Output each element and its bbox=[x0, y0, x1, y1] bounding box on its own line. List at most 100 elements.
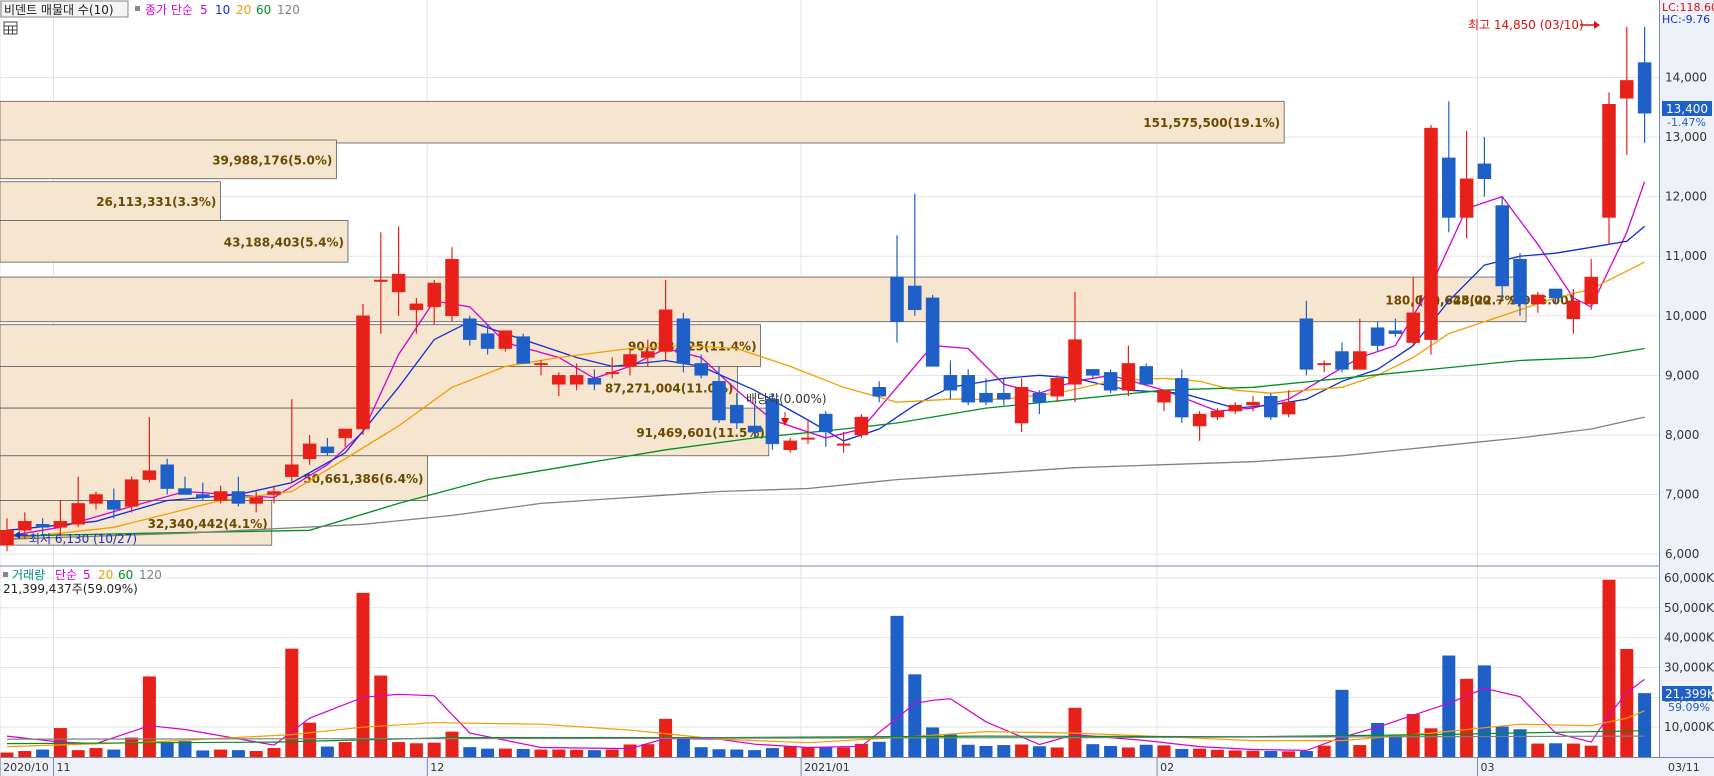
volume-profile-bar bbox=[0, 407, 770, 457]
volume-profile-bar bbox=[0, 139, 337, 180]
candle-body bbox=[801, 437, 815, 440]
candle-body bbox=[1406, 312, 1420, 343]
ma-line-20 bbox=[6, 261, 1645, 540]
volume-ma-period-5: 5 bbox=[83, 568, 91, 582]
volume-bar bbox=[694, 747, 708, 757]
volume-bar bbox=[979, 745, 993, 757]
volume-bar bbox=[107, 749, 121, 757]
volume-y-tick-label: 60,000K bbox=[1664, 571, 1714, 585]
volume-bar bbox=[605, 749, 619, 757]
volume-bar bbox=[0, 752, 14, 757]
y-tick-label: 11,000 bbox=[1665, 249, 1707, 263]
volume-bar bbox=[1157, 745, 1171, 757]
volume-profile-label: 180,021,625(22.7%) bbox=[1385, 293, 1522, 307]
ma-line-10 bbox=[6, 225, 1646, 531]
volume-bar bbox=[943, 734, 957, 757]
volume-bar bbox=[712, 749, 726, 757]
candle-body bbox=[1175, 378, 1189, 418]
volume-profile-label: 151,575,500(19.1%) bbox=[1143, 116, 1280, 130]
volume-bar bbox=[1175, 748, 1189, 757]
candles bbox=[0, 26, 1652, 552]
volume-bar bbox=[1068, 707, 1082, 757]
candle-body bbox=[712, 381, 726, 421]
volume-bar bbox=[854, 743, 868, 757]
volume-bar bbox=[1086, 744, 1100, 757]
volume-average-lines bbox=[6, 678, 1645, 752]
candle-body bbox=[908, 285, 922, 311]
volume-badge bbox=[1662, 686, 1712, 701]
candle-body bbox=[819, 413, 833, 433]
volume-bar bbox=[1299, 751, 1313, 757]
candle-body bbox=[1442, 157, 1456, 218]
candle-body bbox=[943, 375, 958, 391]
volume-bar bbox=[1193, 748, 1207, 757]
candle-body bbox=[747, 425, 762, 433]
volume-bar bbox=[783, 746, 797, 757]
candle-body bbox=[836, 443, 851, 446]
volume-bar bbox=[356, 592, 370, 757]
low-annotation: 최저 6,130 (10/27) bbox=[29, 532, 137, 546]
candle-body bbox=[160, 464, 174, 489]
candle-body bbox=[249, 497, 263, 504]
candle-body bbox=[18, 521, 32, 531]
volume-bar bbox=[303, 722, 317, 757]
y-tick-label: 10,000 bbox=[1665, 309, 1707, 323]
volume-bar bbox=[534, 749, 548, 757]
candle-body bbox=[1157, 389, 1171, 403]
candle-body bbox=[1317, 363, 1331, 366]
candle-body bbox=[1103, 372, 1118, 391]
volume-bar bbox=[89, 748, 103, 757]
candle-body bbox=[320, 446, 335, 454]
candle-body bbox=[1637, 62, 1652, 114]
volume-bar bbox=[819, 747, 833, 757]
volume-bar bbox=[516, 748, 530, 757]
indicator-button-label: 비덴트 매물대 수(10) bbox=[4, 3, 114, 17]
volume-avg-line-60 bbox=[6, 730, 1645, 745]
volume-bar bbox=[1335, 689, 1349, 757]
candle-body bbox=[480, 333, 495, 349]
candle-body bbox=[285, 464, 299, 477]
volume-avg-line-20 bbox=[6, 710, 1645, 748]
volume-bar bbox=[18, 751, 32, 757]
candle-body bbox=[1620, 80, 1634, 99]
candle-body bbox=[1086, 369, 1100, 376]
indicator-button[interactable] bbox=[0, 0, 129, 18]
volume-bar bbox=[801, 747, 815, 757]
volume-bar bbox=[214, 749, 228, 757]
volume-bar bbox=[1121, 747, 1135, 757]
volume-bar bbox=[409, 743, 423, 757]
volume-bar bbox=[445, 731, 459, 757]
volume-bar bbox=[1246, 750, 1260, 757]
candle-body bbox=[409, 303, 424, 311]
candle-body bbox=[1335, 351, 1349, 370]
candle-body bbox=[890, 276, 904, 322]
volume-bar bbox=[1442, 655, 1456, 757]
candle-body bbox=[463, 318, 477, 340]
table-icon[interactable] bbox=[3, 21, 18, 35]
candle-body bbox=[730, 404, 744, 424]
volume-profile-bar bbox=[0, 220, 349, 263]
ma-legend-marker bbox=[135, 6, 140, 11]
volume-bar bbox=[267, 748, 281, 757]
candle-body bbox=[302, 443, 317, 460]
volume-y-tick-label: 50,000K bbox=[1664, 601, 1714, 615]
volume-bar bbox=[1531, 743, 1545, 757]
volume-y-tick-label: 40,000K bbox=[1664, 631, 1714, 645]
volume-y-tick-label: 30,000K bbox=[1664, 660, 1714, 674]
candle-body bbox=[1281, 401, 1296, 415]
candle-body bbox=[1584, 276, 1598, 305]
y-tick-label: 7,000 bbox=[1665, 488, 1699, 502]
volume-y-tick-label: 10,000K bbox=[1664, 720, 1714, 734]
volume-bar bbox=[1584, 745, 1598, 757]
candle-body bbox=[1388, 330, 1403, 334]
volume-bar bbox=[765, 748, 779, 757]
candle-body bbox=[1548, 288, 1563, 299]
candle-body bbox=[854, 416, 869, 436]
candle-body bbox=[213, 491, 228, 501]
x-tick-label: 2020/10 bbox=[3, 761, 49, 774]
candle-body bbox=[1513, 258, 1527, 305]
volume-bar bbox=[160, 742, 174, 757]
candle-body bbox=[694, 363, 708, 376]
